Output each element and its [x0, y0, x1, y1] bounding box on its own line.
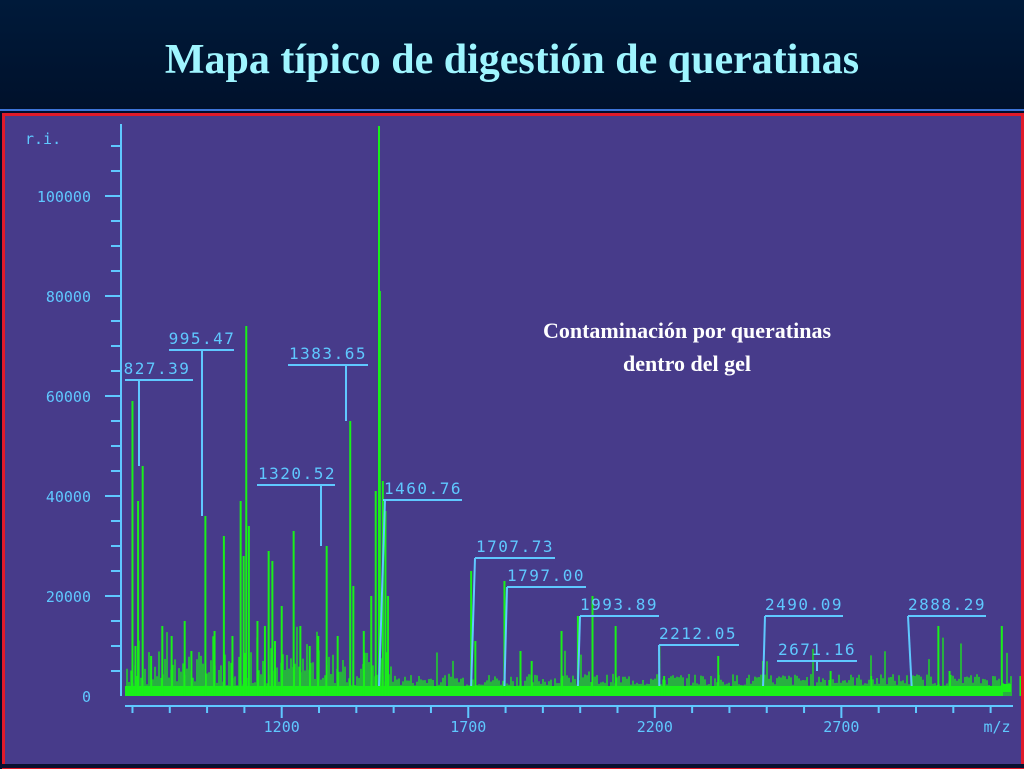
peak-label-text: 1320.52 [258, 464, 336, 483]
peak-label-text: 1797.00 [507, 566, 585, 585]
y-tick-label: 40000 [46, 488, 91, 506]
y-tick-label: 20000 [46, 588, 91, 606]
spectrum-chart-frame: 0 20000 40000 60000 80000 100000 r.i. 1200 1700 2… [2, 113, 1024, 769]
peak-label-text: 1460.76 [384, 479, 462, 498]
slide-title: Mapa típico de digestión de queratinas [0, 36, 1024, 84]
peak-label-text: 827.39 [124, 359, 191, 378]
peak-label-text: 2888.29 [908, 595, 986, 614]
annotation-line-1: Contaminación por queratinas [497, 314, 877, 347]
title-divider [0, 109, 1024, 111]
y-tick-label: 60000 [46, 388, 91, 406]
peak-label-text: 2490.09 [765, 595, 843, 614]
x-tick-label: 1700 [450, 718, 486, 736]
y-tick-label: 100000 [37, 188, 91, 206]
axes-layer: 0 20000 40000 60000 80000 100000 r.i. 1200 1700 2… [25, 124, 1013, 736]
peak-label-text: 1707.73 [476, 537, 554, 556]
slide-header: Mapa típico de digestión de queratinas [0, 0, 1024, 110]
peak-label-leader [908, 616, 912, 686]
peak-labels-layer: 827.39 995.47 1383.65 1320.52 1460.76 1707.73… [124, 329, 986, 686]
x-axis-label: m/z [983, 718, 1010, 736]
gel-contamination-annotation: Contaminación por queratinas dentro del … [497, 314, 877, 380]
peaks-layer [132, 126, 1020, 696]
end-marker [1003, 684, 1011, 692]
peak-label-text: 1993.89 [580, 595, 658, 614]
annotation-line-2: dentro del gel [497, 347, 877, 380]
peak-label-text: 1383.65 [289, 344, 367, 363]
x-tick-label: 2700 [823, 718, 859, 736]
y-tick-label: 0 [82, 688, 91, 706]
x-tick-label: 1200 [264, 718, 300, 736]
mass-spectrum-chart: 0 20000 40000 60000 80000 100000 r.i. 1200 1700 2… [5, 116, 1021, 766]
peak-label-text: 2212.05 [659, 624, 737, 643]
footer-strip [0, 764, 1024, 768]
y-tick-label: 80000 [46, 288, 91, 306]
y-axis-label: r.i. [25, 130, 61, 148]
peak-label-text: 995.47 [169, 329, 236, 348]
peak-label-text: 2671.16 [778, 640, 856, 659]
baseline-noise-trace [127, 627, 1011, 696]
x-tick-label: 2200 [637, 718, 673, 736]
